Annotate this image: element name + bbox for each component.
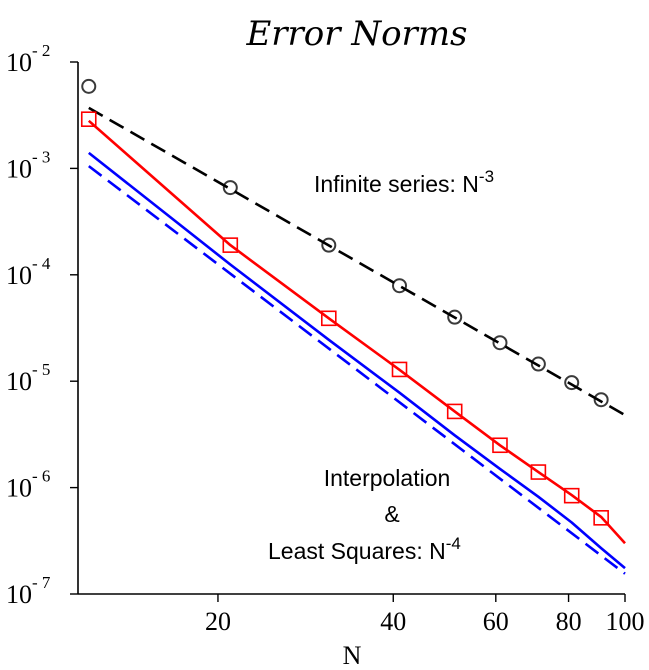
y-tick-exponent: - 5 — [32, 360, 50, 379]
data-point-square — [593, 510, 609, 526]
data-point-circle — [392, 278, 408, 294]
y-tick-base: 10 — [6, 367, 32, 396]
data-point-circle — [81, 78, 97, 94]
data-point-square — [391, 361, 408, 378]
y-tick-exponent: - 6 — [32, 467, 50, 486]
annotation-infinite-series-exponent: -3 — [479, 167, 494, 186]
data-point-circle — [530, 356, 546, 372]
x-tick-label: 40 — [380, 607, 406, 636]
y-tick-exponent: - 2 — [32, 41, 50, 60]
data-point-circle — [492, 335, 508, 351]
y-tick-label: 10- 7 — [6, 573, 51, 609]
annotation-least-squares-exponent: -4 — [446, 534, 461, 553]
series-line — [87, 119, 626, 545]
x-tick-label: 100 — [606, 607, 645, 636]
chart-title: Error Norms — [245, 14, 467, 54]
annotation-ampersand: & — [384, 501, 399, 527]
series-2 — [87, 119, 626, 545]
y-tick-base: 10 — [6, 580, 32, 609]
y-tick-group: 10- 210- 310- 410- 510- 610- 7 — [6, 41, 78, 609]
data-point-circle — [222, 180, 238, 196]
y-tick-base: 10 — [6, 261, 32, 290]
data-point-square — [222, 237, 239, 253]
data-point-circle — [564, 375, 580, 391]
series-0 — [81, 78, 609, 408]
y-tick-label: 10- 5 — [6, 360, 50, 396]
annotation-interpolation: Interpolation — [324, 465, 451, 491]
annotation-infinite-series: Infinite series: N-3 — [314, 167, 494, 197]
y-tick-base: 10 — [6, 154, 32, 183]
data-point-square — [563, 487, 580, 504]
x-tick-label: 20 — [205, 607, 231, 636]
data-point-square — [80, 111, 97, 128]
data-point-square — [492, 437, 508, 454]
data-point-circle — [447, 309, 463, 325]
annotation-least-squares-text: Least Squares: N — [268, 538, 446, 564]
y-tick-exponent: - 7 — [32, 573, 51, 592]
series-line-dashed — [88, 106, 626, 417]
series-line-dashed — [88, 165, 626, 575]
y-tick-label: 10- 6 — [6, 467, 50, 503]
axes — [77, 62, 625, 595]
data-point-circle — [593, 392, 609, 408]
x-tick-group: 20 40 60 80 100 — [205, 594, 645, 636]
series-layer — [80, 78, 626, 575]
series-1 — [88, 106, 626, 417]
series-line — [87, 151, 626, 570]
annotation-infinite-series-text: Infinite series: N — [314, 171, 479, 197]
data-point-square — [320, 310, 337, 327]
y-tick-label: 10- 2 — [6, 41, 50, 77]
y-tick-exponent: - 4 — [32, 254, 51, 273]
series-5 — [88, 165, 626, 575]
y-tick-label: 10- 4 — [6, 254, 51, 290]
x-axis-label: N — [343, 641, 362, 670]
series-4 — [87, 151, 626, 570]
annotation-least-squares: Least Squares: N-4 — [268, 534, 461, 564]
y-tick-label: 10- 3 — [6, 147, 50, 183]
y-tick-base: 10 — [6, 474, 32, 503]
data-point-square — [530, 464, 547, 480]
data-point-circle — [321, 237, 337, 253]
data-point-square — [446, 403, 463, 420]
x-tick-label: 80 — [556, 607, 582, 636]
y-tick-base: 10 — [6, 48, 32, 77]
x-tick-label: 60 — [483, 607, 509, 636]
series-3 — [80, 111, 609, 526]
y-tick-exponent: - 3 — [32, 147, 50, 166]
